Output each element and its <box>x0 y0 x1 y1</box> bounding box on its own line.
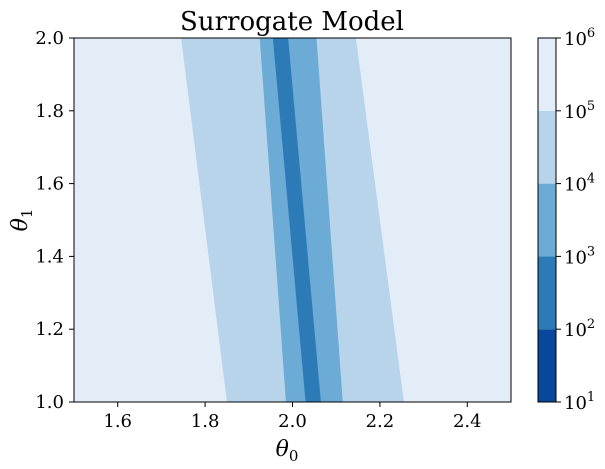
colorbar-tick-label: 103 <box>564 244 595 268</box>
y-tick-label: 1.8 <box>35 101 64 122</box>
y-tick-label: 1.4 <box>35 246 64 267</box>
colorbar-tick-label: 105 <box>564 99 595 123</box>
colorbar-segment <box>538 329 556 402</box>
x-axis-label: θ0 <box>276 437 299 465</box>
y-tick-label: 1.0 <box>35 392 64 413</box>
x-tick-label: 2.2 <box>366 411 395 432</box>
y-axis-label: θ1 <box>8 209 36 232</box>
colorbar-tick-label: 106 <box>564 26 595 50</box>
colorbar-tick-label: 101 <box>564 390 595 414</box>
x-tick-label: 1.8 <box>191 411 220 432</box>
x-axis-label-subscript: 0 <box>289 447 299 465</box>
y-axis-label-subscript: 1 <box>18 209 36 219</box>
colorbar-segment <box>538 110 556 184</box>
x-tick-label: 2.4 <box>453 411 482 432</box>
x-axis-ticks: 1.6 1.8 2.0 2.2 2.4 <box>103 402 482 432</box>
colorbar: 101 102 103 104 105 106 <box>537 26 595 414</box>
colorbar-segment <box>538 256 556 330</box>
y-axis-label-symbol: θ <box>8 218 33 231</box>
colorbar-segment <box>538 38 556 111</box>
contour-band-3 <box>272 38 321 402</box>
colorbar-tick-label: 102 <box>564 317 595 341</box>
y-tick-label: 1.6 <box>35 174 64 195</box>
chart-title: Surrogate Model <box>180 7 404 37</box>
x-axis-label-symbol: θ <box>276 437 289 462</box>
y-tick-label: 1.2 <box>35 319 64 340</box>
x-tick-label: 2.0 <box>278 411 307 432</box>
colorbar-tick-label: 104 <box>564 172 595 196</box>
colorbar-frame <box>537 37 557 403</box>
y-axis-ticks: 1.0 1.2 1.4 1.6 1.8 2.0 <box>35 28 74 413</box>
y-tick-label: 2.0 <box>35 28 64 49</box>
contour-bands <box>181 38 404 402</box>
x-tick-label: 1.6 <box>103 411 132 432</box>
colorbar-segment <box>538 183 556 257</box>
